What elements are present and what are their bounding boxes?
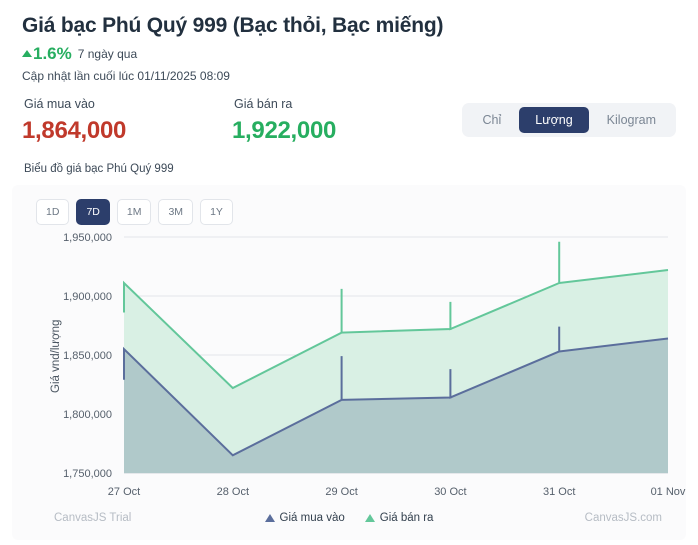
legend-item-sell[interactable]: Giá bán ra xyxy=(364,512,434,524)
price-change-row: 1.6% 7 ngày qua xyxy=(22,44,676,64)
chart-series-group xyxy=(123,241,669,473)
svg-text:30 Oct: 30 Oct xyxy=(434,486,466,498)
chart-caption: Biểu đồ giá bạc Phú Quý 999 xyxy=(24,163,174,175)
range-tab-group[interactable]: 1D 7D 1M 3M 1Y xyxy=(12,185,686,225)
range-tab-7d[interactable]: 7D xyxy=(76,199,110,225)
page-header: Giá bạc Phú Quý 999 (Bạc thỏi, Bạc miếng… xyxy=(0,0,698,83)
unit-toggle-group[interactable]: Chỉ Lượng Kilogram xyxy=(462,103,676,137)
last-updated-text: Cập nhật lần cuối lúc 01/11/2025 08:09 xyxy=(22,69,230,83)
svg-text:01 Nov: 01 Nov xyxy=(651,486,686,498)
triangle-marker-icon xyxy=(364,514,375,522)
price-area-chart: 1,750,000 1,800,000 1,850,000 1,900,000 1,95… xyxy=(63,232,686,498)
price-change-value: 1.6% xyxy=(22,44,72,64)
price-change-period: 7 ngày qua xyxy=(77,46,138,61)
svg-text:27 Oct: 27 Oct xyxy=(108,486,140,498)
svg-text:1,750,000: 1,750,000 xyxy=(63,468,112,480)
unit-option-kilogram[interactable]: Kilogram xyxy=(606,113,656,127)
buy-price-block: Giá mua vào 1,864,000 xyxy=(22,97,232,145)
chart-card: 1D 7D 1M 3M 1Y Giá vnd/lượng 1,750,000 1,… xyxy=(12,185,686,540)
y-axis-title: Giá vnd/lượng xyxy=(50,319,62,393)
triangle-up-icon xyxy=(22,49,32,57)
unit-option-chi[interactable]: Chỉ xyxy=(482,113,502,127)
chart-footer: CanvasJS Trial Giá mua vào Giá bán ra Ca… xyxy=(12,512,686,532)
canvasjs-com-credit: CanvasJS.com xyxy=(584,512,662,524)
price-change-percent: 1.6% xyxy=(33,44,72,63)
buy-price-label: Giá mua vào xyxy=(24,97,95,111)
svg-text:28 Oct: 28 Oct xyxy=(217,486,249,498)
page-title: Giá bạc Phú Quý 999 (Bạc thỏi, Bạc miếng… xyxy=(22,14,444,37)
x-axis-tick-labels: 27 Oct 28 Oct 29 Oct 30 Oct 31 Oct 01 Nov xyxy=(108,486,686,498)
sell-price-label: Giá bán ra xyxy=(234,97,293,111)
svg-text:1,800,000: 1,800,000 xyxy=(63,409,112,421)
svg-text:31 Oct: 31 Oct xyxy=(543,486,575,498)
range-tab-3m[interactable]: 3M xyxy=(158,199,194,225)
svg-text:1,950,000: 1,950,000 xyxy=(63,232,112,244)
legend-item-buy[interactable]: Giá mua vào xyxy=(264,512,345,524)
y-axis-tick-labels: 1,750,000 1,800,000 1,850,000 1,900,000 1,95… xyxy=(63,232,112,480)
buy-price-value: 1,864,000 xyxy=(22,117,127,144)
sell-price-value: 1,922,000 xyxy=(232,117,337,144)
unit-option-luong[interactable]: Lượng xyxy=(519,107,589,133)
price-summary-row: Giá mua vào 1,864,000 Giá bán ra 1,922,0… xyxy=(0,97,698,145)
legend-label-buy: Giá mua vào xyxy=(279,512,345,524)
range-tab-1m[interactable]: 1M xyxy=(116,199,152,225)
range-tab-1y[interactable]: 1Y xyxy=(200,199,233,225)
canvasjs-trial-credit: CanvasJS Trial xyxy=(54,512,132,524)
sell-price-block: Giá bán ra 1,922,000 xyxy=(232,97,452,145)
range-tab-1d[interactable]: 1D xyxy=(36,199,70,225)
svg-text:1,900,000: 1,900,000 xyxy=(63,291,112,303)
chart-plot-area: Giá vnd/lượng 1,750,000 1,800,000 1,850,00… xyxy=(12,225,686,525)
triangle-marker-icon xyxy=(264,514,275,522)
chart-legend[interactable]: Giá mua vào Giá bán ra xyxy=(12,512,686,524)
svg-text:1,850,000: 1,850,000 xyxy=(63,350,112,362)
legend-label-sell: Giá bán ra xyxy=(379,512,434,524)
svg-text:29 Oct: 29 Oct xyxy=(325,486,357,498)
